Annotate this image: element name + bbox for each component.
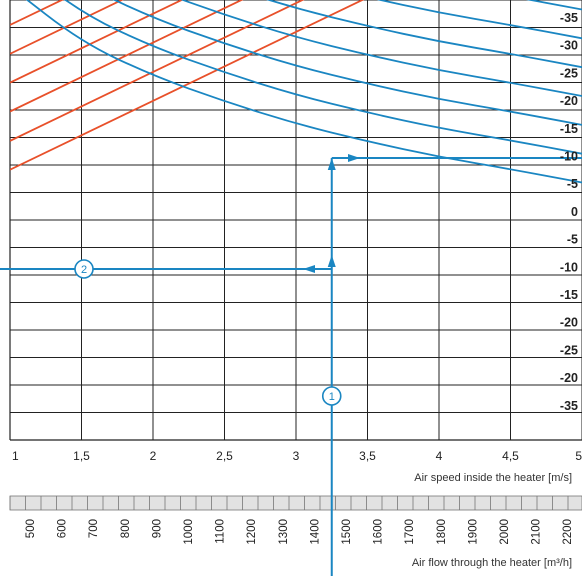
x2-tick-label: 1900 <box>467 519 479 545</box>
right-tick-label: -5 <box>567 177 578 191</box>
marker-2-label: 2 <box>81 264 87 276</box>
marker-2: 2 <box>74 259 94 279</box>
x2-tick-label: 900 <box>151 519 163 538</box>
x2-tick-label: 2200 <box>562 519 574 545</box>
x2-tick-label: 700 <box>88 519 100 538</box>
series-line-red-1 <box>10 0 305 142</box>
guide-arrow-up <box>327 158 336 170</box>
x2-tick-label: 1400 <box>309 519 321 545</box>
right-tick-label: -10 <box>560 260 578 274</box>
x-axis-label: Air speed inside the heater [m/s] <box>414 472 572 484</box>
x-tick-label: 4,5 <box>502 449 519 463</box>
right-tick-label: 0 <box>571 205 578 219</box>
x-tick-label: 1,5 <box>73 449 90 463</box>
marker-2-circle <box>74 259 94 279</box>
right-tick-label: -25 <box>560 343 578 357</box>
guide-arrow-left <box>303 265 315 273</box>
right-tick-label: -35 <box>560 399 578 413</box>
series-line-red-4 <box>10 0 124 55</box>
series-line-red-3 <box>10 0 184 84</box>
x2-tick-label: 1000 <box>183 519 195 545</box>
right-tick-label: -5 <box>567 233 578 247</box>
guide-lines: 12 <box>0 154 582 576</box>
series-line-blue-8 <box>25 0 582 184</box>
x2-tick-label: 1800 <box>436 519 448 545</box>
series-line-red-2 <box>10 0 244 113</box>
x2-tick-label: 1500 <box>341 519 353 545</box>
x-tick-label: 3,5 <box>359 449 376 463</box>
right-tick-label: -35 <box>560 11 578 25</box>
x2-tick-label: 1300 <box>278 519 290 545</box>
x-tick-label: 5 <box>575 449 582 463</box>
right-tick-label: -15 <box>560 122 578 136</box>
x2-tick-label: 2100 <box>531 519 543 545</box>
guide-arrow-up-2 <box>327 255 336 267</box>
x-tick-label: 3 <box>293 449 300 463</box>
x2-tick-label: 1600 <box>373 519 385 545</box>
right-tick-label: -15 <box>560 288 578 302</box>
right-tick-label: -30 <box>560 39 578 53</box>
x-tick-label: 4 <box>436 449 443 463</box>
x-tick-label: 1 <box>12 449 19 463</box>
x2-tick-label: 1100 <box>215 519 227 544</box>
x2-tick-label: 1200 <box>246 519 258 545</box>
x2-tick-label: 2000 <box>499 519 511 545</box>
series-layer <box>10 0 582 184</box>
series-line-blue-9 <box>63 0 582 155</box>
x2-tick-label: 600 <box>57 519 69 538</box>
ruler-strip <box>9 495 582 511</box>
right-tick-label: -25 <box>560 66 578 80</box>
series-line-blue-12 <box>266 0 582 69</box>
x2-tick-label: 1700 <box>404 519 416 545</box>
right-tick-label: -20 <box>560 371 578 385</box>
marker-1: 1 <box>321 386 342 406</box>
right-tick-label: -20 <box>560 316 578 330</box>
tick-labels: 1 1,5 2 2,5 3 3,5 4 4,5 5 500 600 700 800 900 1000 1100… <box>12 11 582 545</box>
right-tick-label: -20 <box>560 94 578 108</box>
x-tick-label: 2,5 <box>216 449 233 463</box>
series-line-blue-13 <box>376 0 582 40</box>
guide-arrow-right <box>348 154 360 162</box>
x2-tick-label: 500 <box>25 519 37 538</box>
series-line-red-0 <box>10 0 365 171</box>
x-tick-label: 2 <box>150 449 157 463</box>
x2-axis-label: Air flow through the heater [m³/h] <box>412 557 572 569</box>
series-line-blue-10 <box>112 0 582 126</box>
series-line-blue-11 <box>180 0 582 97</box>
grid <box>9 0 582 511</box>
marker-1-label: 1 <box>329 391 335 403</box>
right-tick-label: -10 <box>560 150 578 164</box>
x2-tick-label: 800 <box>120 519 132 538</box>
marker-1-circle <box>321 386 342 406</box>
